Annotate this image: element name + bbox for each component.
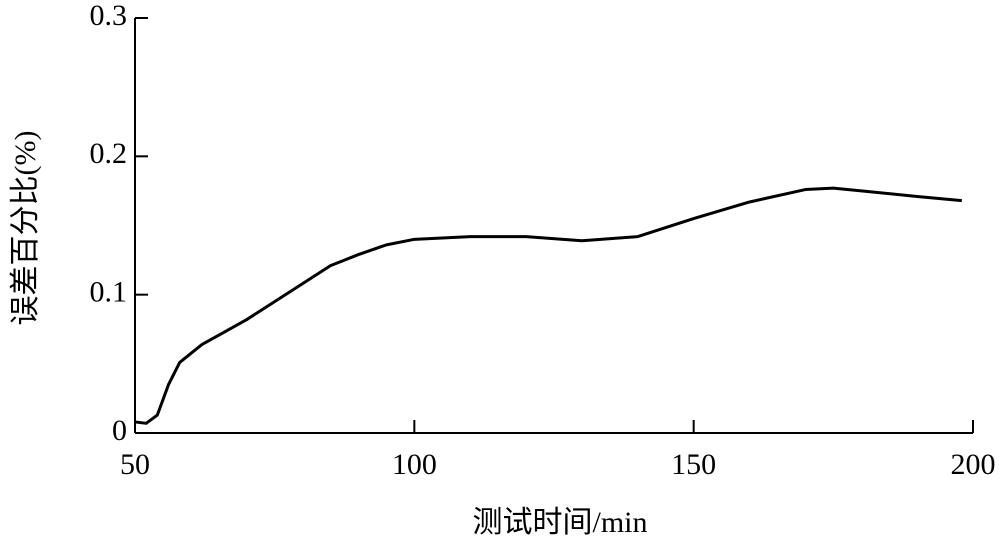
x-tick-label: 100 [392, 448, 437, 481]
line [134, 186, 962, 425]
x-tick-label: 50 [120, 448, 150, 481]
y-axis-label: 误差百分比(%) [9, 131, 42, 326]
x-axis-label: 测试时间/min [472, 506, 647, 539]
x-tick-label: 150 [671, 448, 716, 481]
x-tick-label: 200 [951, 448, 996, 481]
y-tick-label: 0 [112, 414, 127, 447]
y-tick-label: 0.2 [90, 137, 128, 170]
y-tick-label: 0.1 [90, 276, 128, 309]
y-tick-label: 0.3 [90, 0, 128, 32]
